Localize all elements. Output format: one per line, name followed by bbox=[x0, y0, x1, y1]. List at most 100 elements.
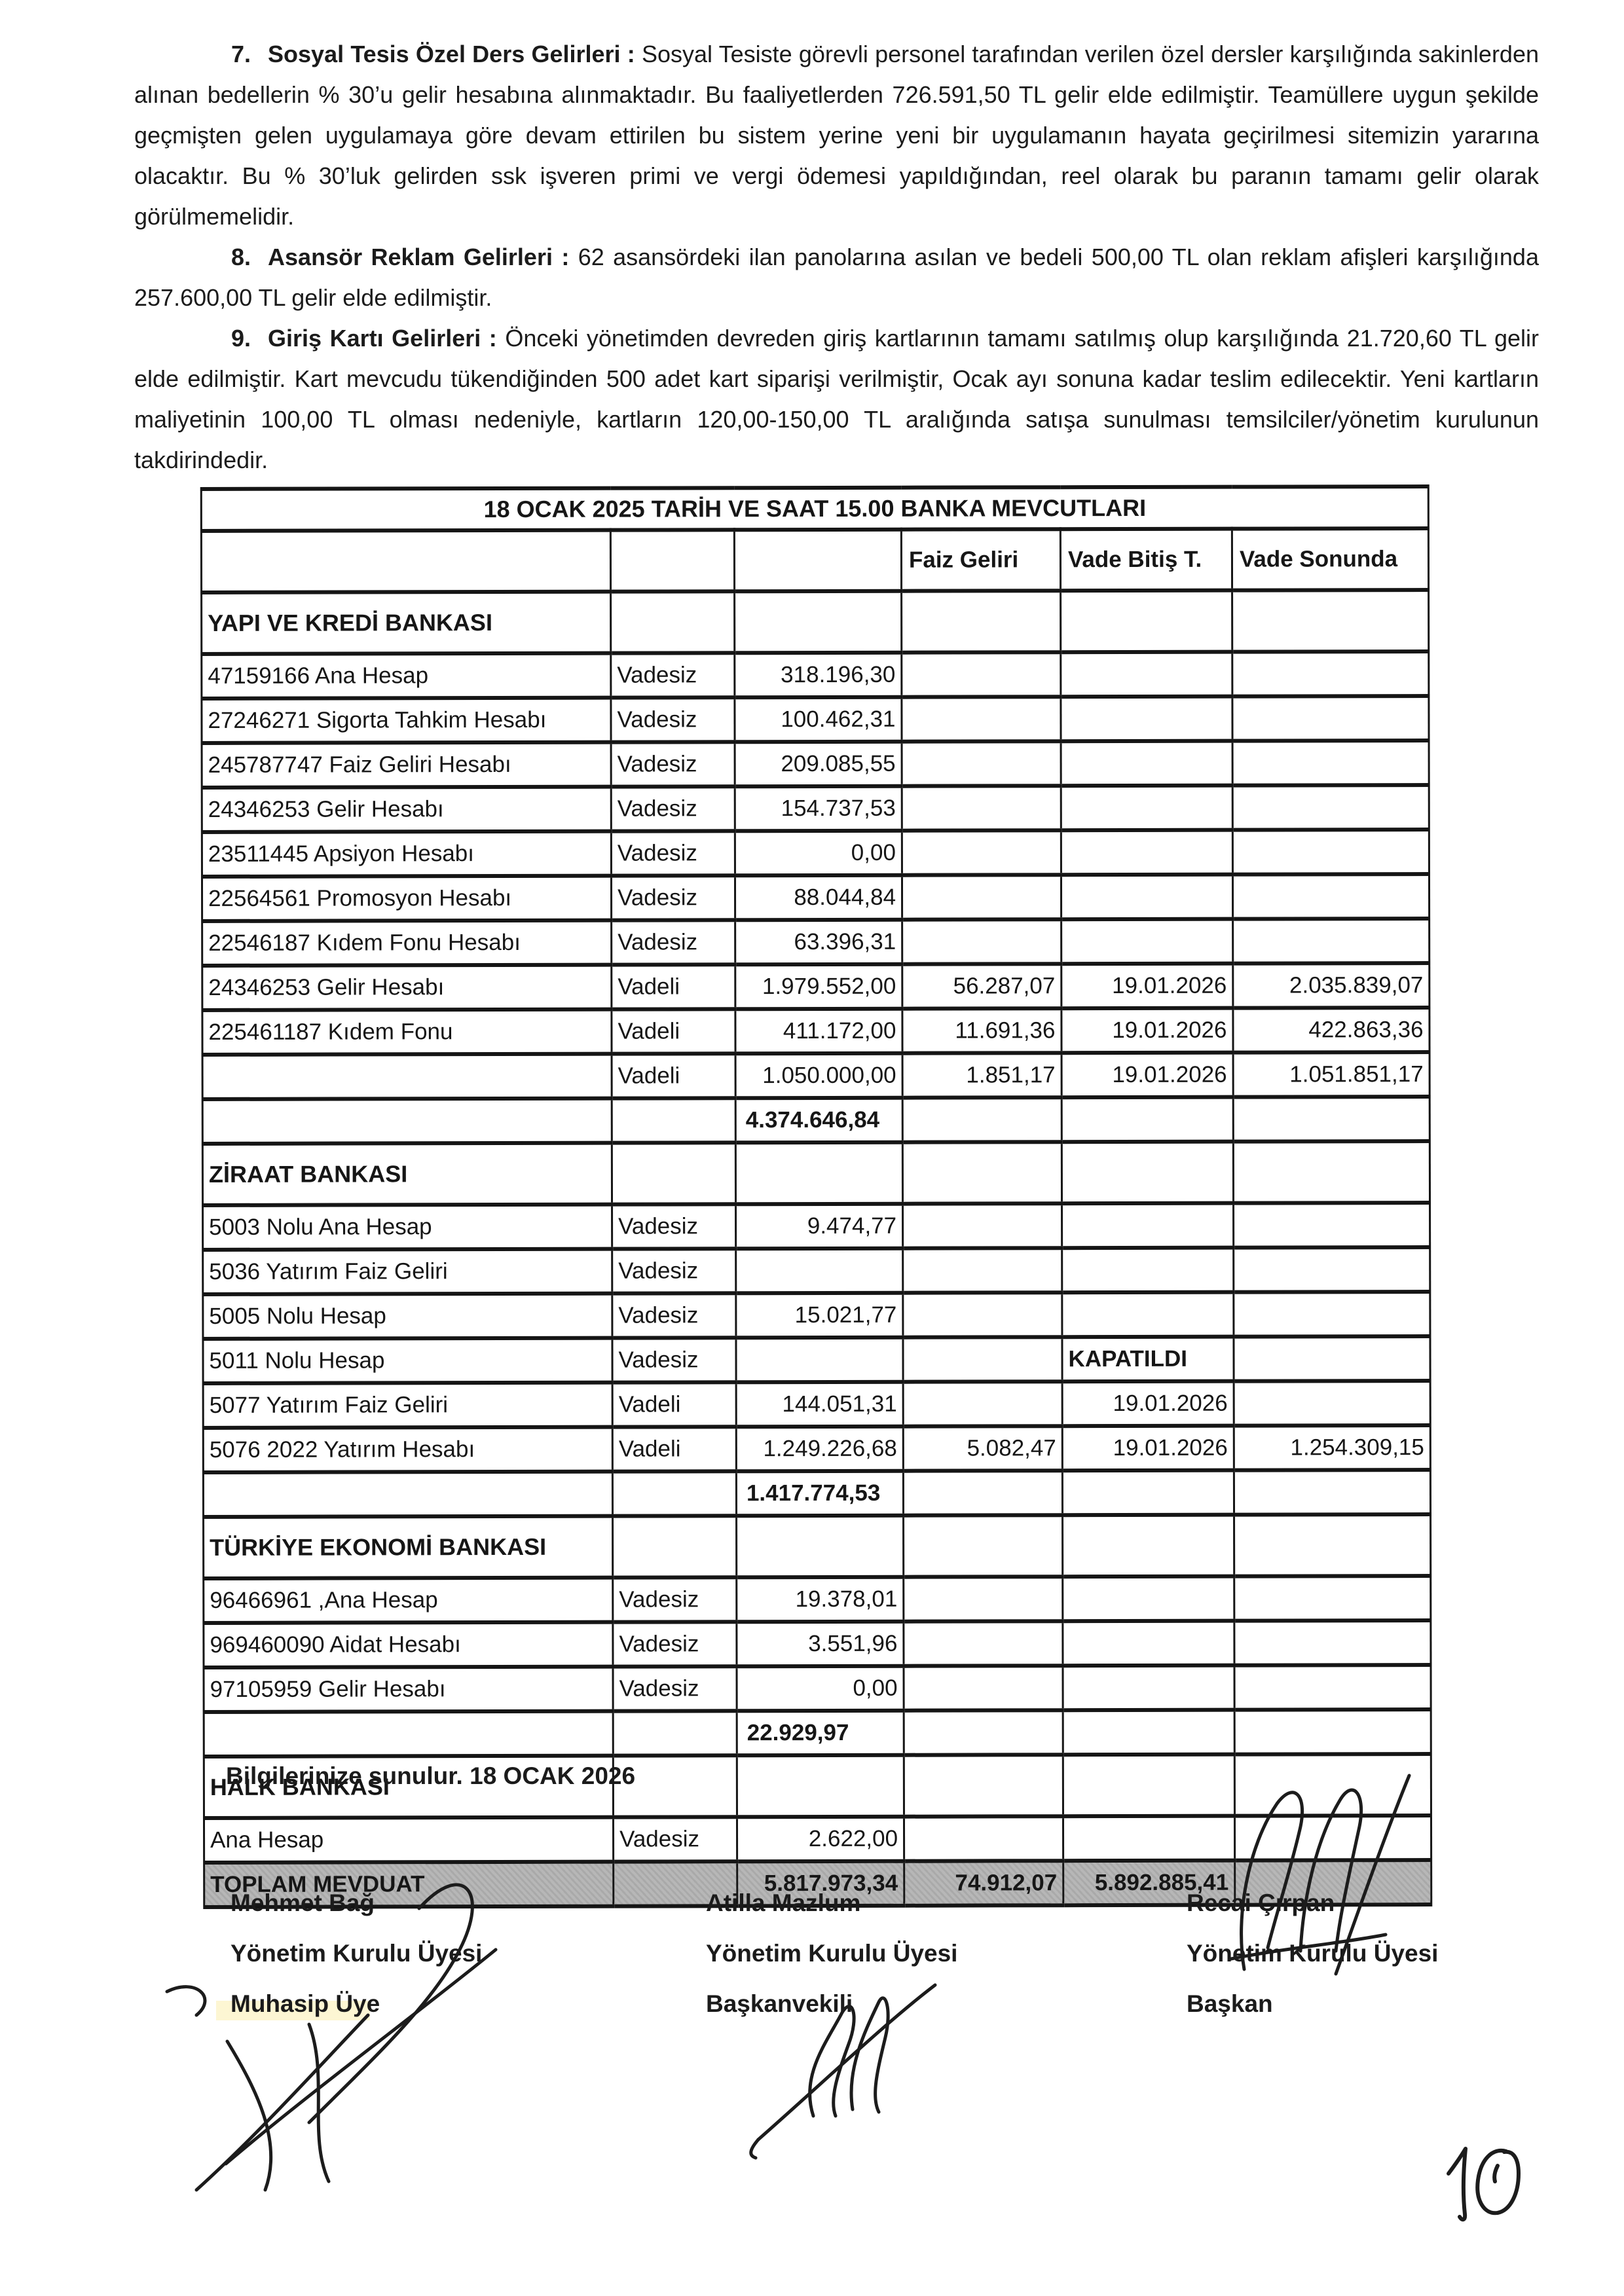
paragraph-body: 62 asansördeki ilan panolarına asılan ve… bbox=[134, 244, 1539, 311]
cell bbox=[904, 1755, 1063, 1817]
signature-block-muhasip: Mehmet Bağ Yönetim Kurulu Üyesi Muhasip … bbox=[231, 1878, 637, 2029]
bank-section-row: TÜRKİYE EKONOMİ BANKASI bbox=[203, 1514, 1431, 1578]
cell: 2.622,00 bbox=[737, 1816, 904, 1862]
cell bbox=[903, 1381, 1063, 1427]
cell bbox=[1233, 1247, 1430, 1292]
cell bbox=[1061, 874, 1233, 920]
cell bbox=[1234, 1709, 1431, 1755]
cell: 19.378,01 bbox=[736, 1576, 904, 1622]
cell bbox=[1233, 1141, 1430, 1203]
cell: Vadesiz bbox=[611, 742, 735, 787]
cell: TÜRKİYE EKONOMİ BANKASI bbox=[203, 1516, 613, 1578]
cell bbox=[1060, 651, 1232, 697]
signatory-title: Başkan bbox=[1187, 1990, 1273, 2017]
table-title: 18 OCAK 2025 TARİH VE SAAT 15.00 BANKA M… bbox=[201, 486, 1429, 531]
column-header-vade-sonunda: Vade Sonunda bbox=[1232, 528, 1429, 591]
signatory-title: Başkanvekili bbox=[706, 1990, 853, 2017]
cell bbox=[1061, 829, 1233, 875]
cell: Vadeli bbox=[611, 964, 735, 1010]
paragraph-8: 8. Asansör Reklam Gelirleri : 62 asansörd… bbox=[134, 237, 1539, 318]
cell: 5011 Nolu Hesap bbox=[202, 1338, 613, 1383]
cell: Vadesiz bbox=[612, 1577, 737, 1622]
cell: 5077 Yatırım Faiz Geliri bbox=[203, 1382, 613, 1428]
cell: Vadesiz bbox=[613, 1666, 737, 1711]
cell: Vadesiz bbox=[610, 653, 735, 698]
signatory-role: Yönetim Kurulu Üyesi bbox=[1187, 1940, 1439, 1967]
report-paragraphs: 7. Sosyal Tesis Özel Ders Gelirleri : Sos… bbox=[134, 34, 1539, 481]
data-row: 5005 Nolu Hesap Vadesiz 15.021,77 bbox=[202, 1292, 1430, 1339]
data-row: 5076 2022 Yatırım Hesabı Vadeli 1.249.226,… bbox=[203, 1425, 1431, 1472]
cell bbox=[202, 1098, 612, 1144]
data-row: 23511445 Apsiyon Hesabı Vadesiz 0,00 bbox=[202, 829, 1430, 877]
cell bbox=[1234, 1514, 1431, 1576]
cell bbox=[1234, 1576, 1431, 1621]
cell: 19.01.2026 bbox=[1061, 1052, 1234, 1098]
cell: Vadesiz bbox=[611, 875, 735, 920]
bank-balances-table: 18 OCAK 2025 TARİH VE SAAT 15.00 BANKA M… bbox=[200, 484, 1433, 1909]
cell bbox=[1062, 1470, 1234, 1516]
cell: Vadesiz bbox=[611, 831, 735, 876]
cell bbox=[1061, 1292, 1234, 1338]
paragraph-number: 8. bbox=[231, 244, 251, 270]
cell bbox=[613, 1711, 737, 1756]
cell: 27246271 Sigorta Tahkim Hesabı bbox=[201, 697, 612, 743]
cell bbox=[901, 697, 1061, 742]
cell bbox=[1233, 1203, 1430, 1248]
data-row: 245787747 Faiz Geliri Hesabı Vadesiz 209.0… bbox=[202, 740, 1430, 788]
cell: 22564561 Promosyon Hesabı bbox=[202, 875, 612, 921]
cell: 19.01.2026 bbox=[1061, 963, 1233, 1009]
cell bbox=[904, 1710, 1063, 1755]
cell: 5003 Nolu Ana Hesap bbox=[202, 1204, 612, 1250]
cell: 23511445 Apsiyon Hesabı bbox=[202, 831, 612, 877]
signatory-role: Yönetim Kurulu Üyesi bbox=[231, 1940, 483, 1967]
cell bbox=[734, 591, 902, 653]
cell: Vadesiz bbox=[612, 1204, 736, 1249]
cell bbox=[1061, 785, 1233, 831]
cell: Vadesiz bbox=[612, 1293, 736, 1338]
cell: 245787747 Faiz Geliri Hesabı bbox=[202, 742, 612, 788]
cell bbox=[903, 1470, 1063, 1516]
bank-section-row: ZİRAAT BANKASI bbox=[202, 1141, 1430, 1205]
data-row: 5003 Nolu Ana Hesap Vadesiz 9.474,77 bbox=[202, 1203, 1430, 1250]
cell bbox=[1232, 785, 1430, 830]
cell bbox=[1232, 740, 1430, 786]
cell: 225461187 Kıdem Fonu bbox=[202, 1009, 612, 1055]
cell bbox=[902, 1142, 1062, 1204]
cell bbox=[1062, 1514, 1234, 1577]
cell bbox=[1234, 1470, 1431, 1515]
cell: 1.979.552,00 bbox=[735, 964, 902, 1010]
closing-line: Bilgilerinize sunulur. 18 OCAK 2026 bbox=[226, 1762, 636, 1789]
signatory-title: Muhasip Üye bbox=[231, 1990, 380, 2017]
cell: 1.254.309,15 bbox=[1234, 1425, 1431, 1470]
cell bbox=[1232, 919, 1430, 964]
cell bbox=[902, 1203, 1062, 1248]
cell bbox=[1233, 1292, 1430, 1337]
cell bbox=[612, 1142, 736, 1205]
cell: 9.474,77 bbox=[735, 1203, 903, 1249]
cell bbox=[1232, 829, 1430, 875]
cell bbox=[902, 1248, 1062, 1293]
paragraph-7: 7. Sosyal Tesis Özel Ders Gelirleri : Sos… bbox=[134, 34, 1539, 237]
cell: Vadesiz bbox=[611, 920, 735, 965]
cell: 22546187 Kıdem Fonu Hesabı bbox=[202, 920, 612, 966]
signatory-name: Atilla Mazlum bbox=[706, 1889, 861, 1916]
column-header-type bbox=[610, 530, 735, 592]
cell bbox=[902, 875, 1061, 920]
signatory-name: Mehmet Bağ bbox=[231, 1889, 375, 1916]
cell: 318.196,30 bbox=[734, 652, 902, 698]
cell bbox=[1234, 1815, 1431, 1861]
cell: Ana Hesap bbox=[204, 1817, 614, 1863]
cell bbox=[1061, 1141, 1234, 1204]
cell bbox=[903, 1515, 1063, 1577]
paragraph-title: Sosyal Tesis Özel Ders Gelirleri : bbox=[268, 41, 635, 67]
cell: 19.01.2026 bbox=[1062, 1425, 1234, 1471]
data-row: 22564561 Promosyon Hesabı Vadesiz 88.044,8… bbox=[202, 874, 1430, 921]
data-row: 225461187 Kıdem Fonu Vadeli 411.172,00 11.6… bbox=[202, 1008, 1430, 1055]
cell: 1.851,17 bbox=[902, 1053, 1062, 1098]
data-row: 96466961 ,Ana Hesap Vadesiz 19.378,01 bbox=[203, 1576, 1431, 1623]
subtotal-row: 22.929,97 bbox=[204, 1709, 1431, 1757]
data-row: 47159166 Ana Hesap Vadesiz 318.196,30 bbox=[201, 651, 1429, 699]
cell: 144.051,31 bbox=[736, 1381, 904, 1427]
cell bbox=[1232, 874, 1430, 919]
cell: Vadesiz bbox=[611, 786, 735, 831]
